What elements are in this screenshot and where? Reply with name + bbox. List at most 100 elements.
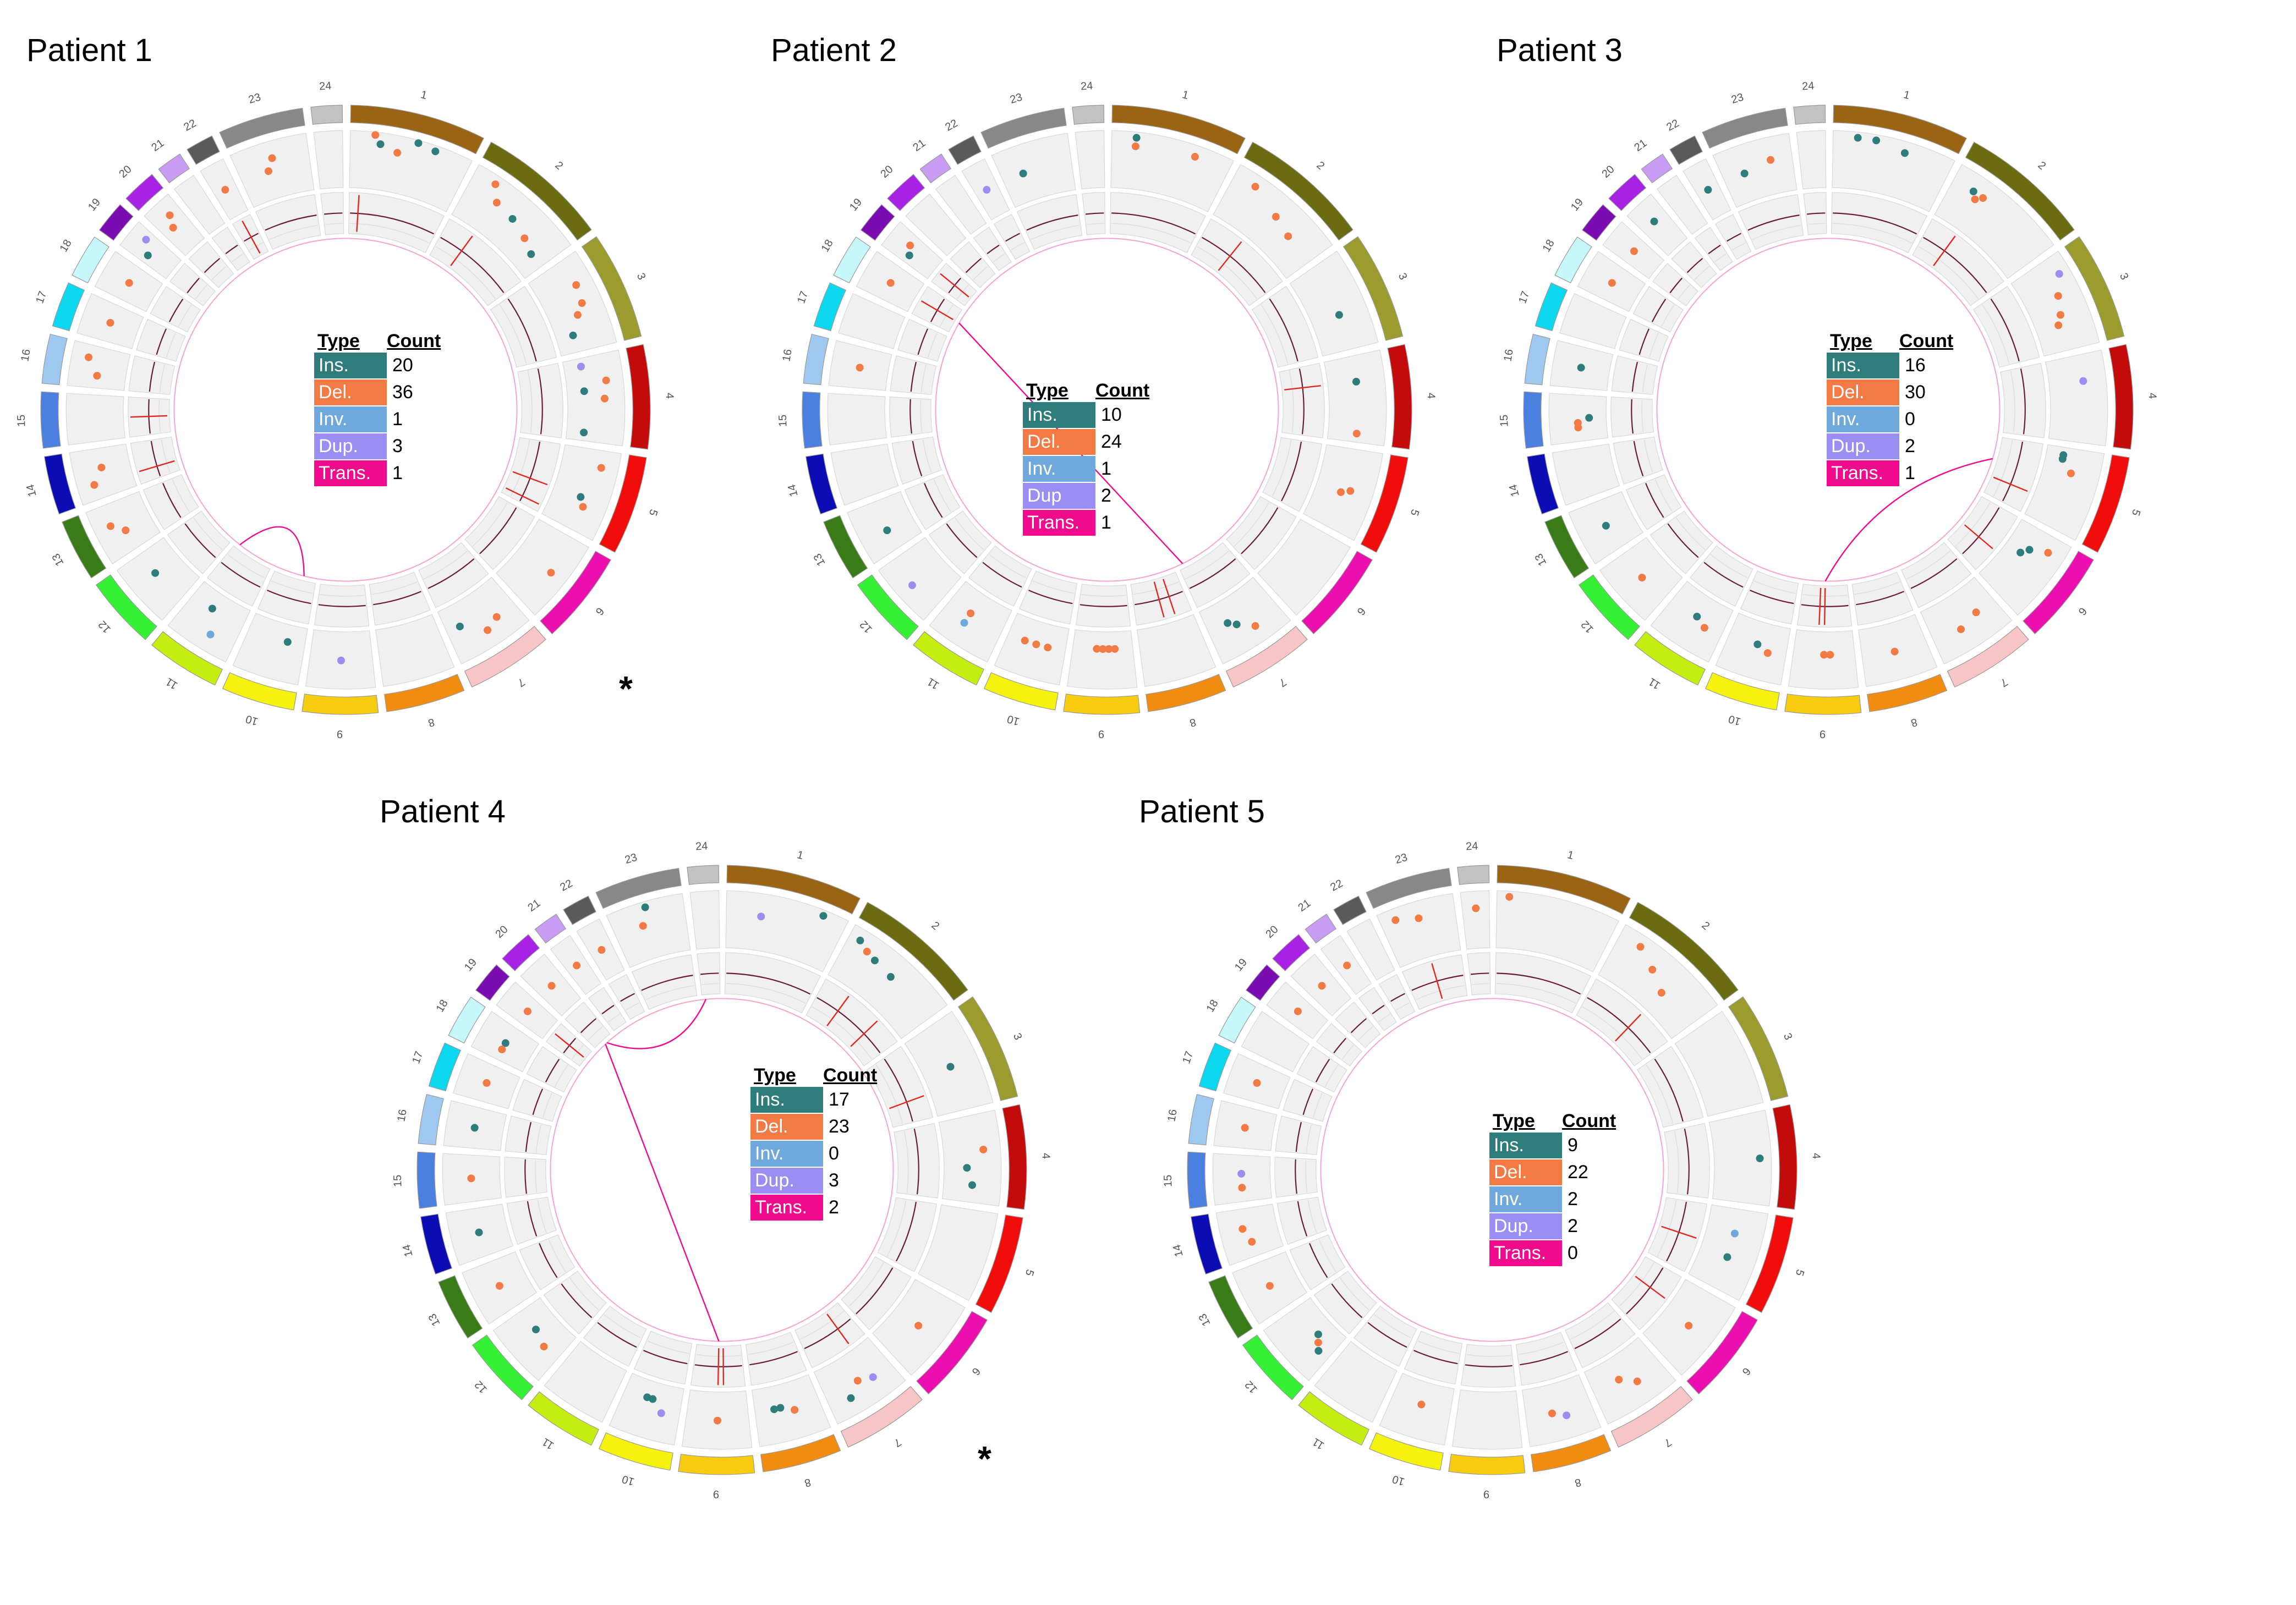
legend-dup-label: Dup. (1489, 1213, 1562, 1239)
legend-del-count: 23 (823, 1116, 850, 1137)
variant-point-del (1615, 1376, 1623, 1383)
chrom-band-14 (806, 454, 837, 514)
legend-inv-count: 0 (823, 1143, 839, 1164)
sv-track-segment (1713, 133, 1797, 207)
variant-point-del (1241, 1124, 1249, 1131)
variant-point-ins (414, 139, 422, 147)
chrom-label-21: 21 (149, 137, 166, 154)
variant-point-dup (869, 1373, 877, 1381)
chrom-band-4 (626, 344, 650, 449)
sv-track-segment (1453, 1390, 1522, 1449)
legend-del-count: 36 (387, 382, 413, 403)
variant-point-del (887, 279, 895, 287)
variant-point-del (125, 279, 133, 287)
chrom-band-22 (1334, 896, 1366, 925)
chrom-label-11: 11 (540, 1436, 556, 1452)
chrom-label-17: 17 (34, 289, 49, 305)
chrom-label-2: 2 (1699, 919, 1712, 932)
variant-point-ins (819, 912, 827, 920)
chrom-label-9: 9 (337, 728, 343, 740)
variant-point-del (914, 1322, 922, 1329)
sv-track-segment (376, 614, 454, 686)
legend-type-header: Type (1023, 380, 1095, 402)
chrom-label-7: 7 (515, 675, 527, 689)
variant-point-del (1044, 644, 1051, 651)
chrom-label-21: 21 (911, 137, 928, 154)
variant-point-ins (883, 526, 891, 534)
chrom-band-4 (1002, 1104, 1027, 1209)
variant-point-del (2054, 321, 2062, 329)
chrom-label-9: 9 (1483, 1488, 1490, 1500)
chrom-label-16: 16 (780, 348, 794, 362)
variant-point-del (1701, 624, 1708, 631)
variant-point-inv (1731, 1230, 1739, 1238)
variant-point-del (1093, 645, 1100, 653)
chrom-label-17: 17 (795, 289, 810, 305)
legend-inv-label: Inv. (314, 406, 387, 432)
variant-point-ins (871, 957, 879, 964)
variant-point-dup (983, 186, 990, 194)
variant-point-del (524, 1008, 531, 1015)
variant-point-del (1343, 961, 1351, 969)
variant-point-ins (151, 569, 159, 577)
cnv-track-segment (1279, 363, 1324, 438)
variant-point-del (1252, 183, 1259, 190)
legend-trans-label: Trans. (1489, 1240, 1562, 1266)
variant-point-del (579, 503, 587, 510)
legend-trans-count: 1 (1899, 463, 1915, 484)
sv-track-segment (1522, 1375, 1601, 1447)
variant-point-del (1472, 904, 1479, 912)
chrom-label-3: 3 (634, 271, 648, 282)
chrom-label-18: 18 (434, 998, 451, 1014)
legend-count-header: Count (387, 331, 441, 352)
legend-type-header: Type (1827, 331, 1899, 352)
legend-count-header: Count (823, 1065, 877, 1086)
variant-point-del (122, 526, 129, 534)
chrom-label-14: 14 (401, 1243, 415, 1258)
chrom-label-18: 18 (1541, 238, 1557, 254)
variant-point-del (540, 1343, 548, 1350)
legend-ins-count: 10 (1095, 404, 1122, 426)
sv-track-segment (67, 340, 130, 391)
variant-point-del (1238, 1184, 1246, 1191)
sv-track-segment (690, 891, 720, 949)
chrom-label-7: 7 (1276, 675, 1288, 689)
translocation-link (605, 1044, 719, 1341)
variant-point-del (265, 167, 272, 175)
sv-track-segment (1213, 1153, 1272, 1205)
variant-point-del (221, 186, 229, 194)
variant-point-ins (284, 638, 292, 646)
variant-point-del (1505, 893, 1513, 901)
variant-point-del (85, 354, 92, 361)
chrom-label-12: 12 (1579, 618, 1596, 635)
patient-1-asterisk: * (619, 668, 633, 709)
legend-del-count: 24 (1095, 431, 1122, 453)
variant-point-ins (527, 250, 535, 258)
variant-point-ins (887, 973, 895, 981)
variant-point-ins (532, 1326, 540, 1333)
variant-point-ins (1753, 640, 1761, 648)
chrom-label-10: 10 (1006, 712, 1021, 727)
chrom-label-14: 14 (1171, 1243, 1186, 1258)
variant-point-dup (657, 1409, 665, 1417)
sv-track-segment (1137, 614, 1216, 686)
chrom-label-7: 7 (1998, 675, 2009, 689)
variant-point-del (393, 149, 401, 157)
legend-dup-count: 2 (1095, 485, 1111, 507)
variant-point-del (498, 1046, 506, 1053)
sv-track-segment (314, 130, 343, 189)
variant-point-del (1272, 213, 1280, 221)
chrom-band-21 (535, 914, 566, 943)
chrom-band-4 (1388, 344, 1412, 449)
variant-point-del (107, 523, 114, 530)
chrom-label-6: 6 (1740, 1365, 1753, 1377)
legend-inv-label: Inv. (1023, 456, 1095, 482)
chrom-label-8: 8 (427, 716, 436, 729)
variant-point-del (467, 1174, 475, 1182)
chrom-band-9 (1449, 1454, 1525, 1475)
variant-point-ins (456, 623, 464, 630)
chrom-band-24 (311, 105, 343, 124)
chrom-label-20: 20 (117, 163, 134, 180)
chrom-label-11: 11 (925, 675, 941, 692)
